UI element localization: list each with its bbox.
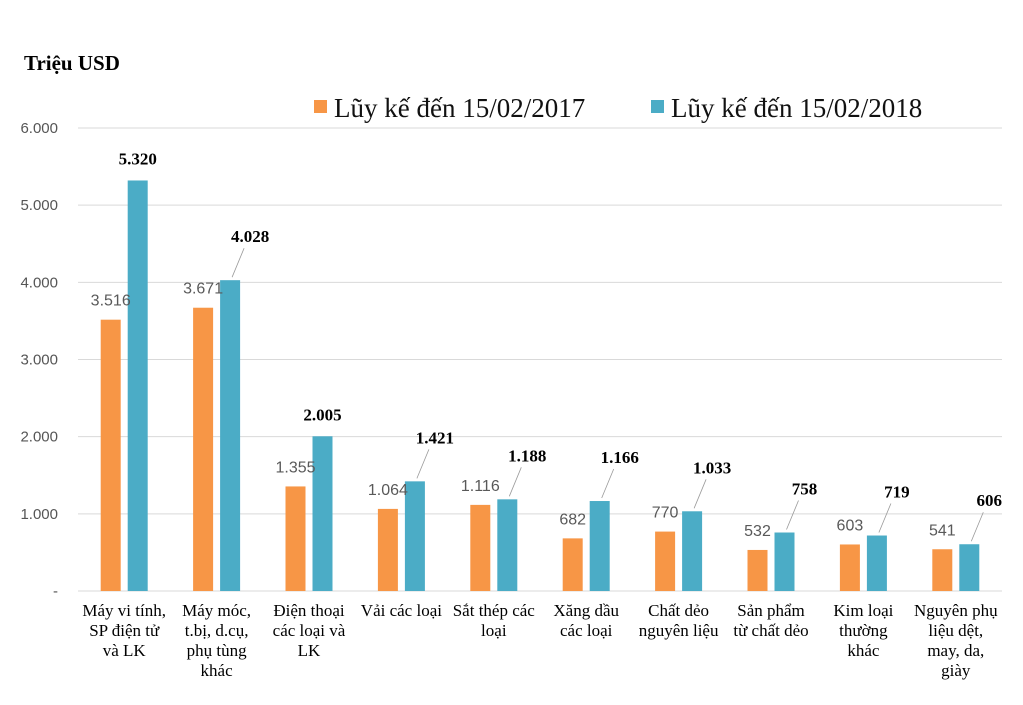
data-label-2017: 770 bbox=[652, 505, 679, 522]
bar-2018 bbox=[959, 544, 980, 591]
bar-2017 bbox=[747, 549, 768, 591]
data-label-2017: 532 bbox=[744, 523, 771, 540]
data-label-2017: 3.671 bbox=[183, 281, 223, 298]
data-labels: 3.516 5.320 3.671 4.028 1.355 2.005 1.064 1.421… bbox=[91, 149, 1003, 542]
category-label: liệu dệt, bbox=[928, 621, 983, 640]
bar-2017 bbox=[193, 307, 214, 591]
data-label-2018: 1.033 bbox=[693, 458, 731, 477]
y-tick-label: 6.000 bbox=[20, 120, 58, 137]
bar-2018 bbox=[866, 535, 887, 591]
category-label: các loại và bbox=[273, 621, 346, 640]
category-label: Điện thoại bbox=[273, 601, 345, 620]
data-label-2017: 1.116 bbox=[461, 478, 500, 495]
y-tick-label: 3.000 bbox=[20, 352, 58, 369]
bar-2018 bbox=[589, 501, 610, 591]
legend-swatch bbox=[314, 100, 327, 113]
category-label: và LK bbox=[103, 641, 147, 660]
bar-2018 bbox=[497, 499, 518, 591]
y-tick-label: 2.000 bbox=[20, 429, 58, 446]
bar-2018 bbox=[774, 532, 795, 591]
legend: Lũy kế đến 15/02/2017 Lũy kế đến 15/02/20… bbox=[314, 93, 922, 123]
legend-label: Lũy kế đến 15/02/2018 bbox=[671, 93, 922, 123]
bar-2017 bbox=[932, 549, 953, 591]
legend-label: Lũy kế đến 15/02/2017 bbox=[334, 93, 585, 123]
category-label: từ chất dẻo bbox=[733, 621, 808, 640]
y-axis: - 1.000 2.000 3.000 4.000 5.000 6.000 bbox=[20, 120, 58, 600]
data-label-2018: 2.005 bbox=[303, 405, 341, 424]
category-label: giày bbox=[941, 661, 971, 680]
bars bbox=[100, 180, 980, 591]
bar-2018 bbox=[682, 511, 703, 591]
data-label-2018: 1.421 bbox=[416, 428, 454, 447]
data-label-2017: 603 bbox=[837, 517, 864, 534]
category-label: Sắt thép các bbox=[453, 601, 536, 620]
category-label: Kim loại bbox=[833, 601, 893, 620]
legend-swatch bbox=[651, 100, 664, 113]
unit-label: Triệu USD bbox=[24, 51, 120, 75]
data-label-leader bbox=[416, 449, 430, 479]
category-label: SP điện tử bbox=[89, 621, 160, 640]
category-label: thường bbox=[839, 621, 888, 640]
data-label-leader bbox=[508, 467, 522, 497]
category-label: may, da, bbox=[927, 641, 984, 660]
category-label: các loại bbox=[560, 621, 613, 640]
gridlines bbox=[78, 127, 1002, 592]
category-label: nguyên liệu bbox=[639, 621, 719, 640]
data-label-leader bbox=[970, 512, 984, 542]
category-label: khác bbox=[847, 641, 880, 660]
bar-2017 bbox=[655, 531, 676, 591]
data-label-2018: 758 bbox=[792, 480, 818, 499]
data-label-leader bbox=[786, 500, 799, 530]
data-label-leader bbox=[601, 468, 615, 499]
category-label: khác bbox=[201, 661, 234, 680]
y-tick-label: 1.000 bbox=[20, 506, 58, 523]
data-label-2018: 1.188 bbox=[508, 446, 546, 465]
data-label-2018: 1.166 bbox=[601, 448, 639, 467]
category-label: loại bbox=[481, 621, 507, 640]
data-label-2017: 1.355 bbox=[275, 459, 315, 476]
bar-2017 bbox=[377, 508, 398, 591]
bar-2017 bbox=[839, 544, 860, 591]
bar-2018 bbox=[312, 436, 333, 591]
category-label: Xăng dầu bbox=[553, 601, 619, 620]
data-label-2017: 682 bbox=[559, 511, 586, 528]
data-label-2017: 1.064 bbox=[368, 482, 408, 499]
category-label: LK bbox=[298, 641, 321, 660]
bar-2017 bbox=[562, 538, 583, 591]
data-label-leader bbox=[878, 503, 892, 533]
category-label: Nguyên phụ bbox=[914, 601, 998, 620]
data-label-2018: 5.320 bbox=[119, 149, 157, 168]
data-label-2017: 3.516 bbox=[91, 293, 131, 310]
category-label: phụ tùng bbox=[187, 641, 247, 660]
category-label: Chất dẻo bbox=[648, 601, 709, 620]
bar-2018 bbox=[127, 180, 148, 591]
data-label-2018: 4.028 bbox=[231, 227, 269, 246]
data-label-2018: 719 bbox=[884, 483, 910, 502]
y-tick-label: 4.000 bbox=[20, 274, 58, 291]
y-tick-label: - bbox=[53, 583, 58, 600]
data-label-leader bbox=[693, 479, 707, 509]
bar-2017 bbox=[100, 319, 121, 591]
category-label: Máy vi tính, bbox=[82, 601, 166, 620]
data-label-leader bbox=[231, 248, 245, 278]
y-tick-label: 5.000 bbox=[20, 197, 58, 214]
category-label: Sản phẩm bbox=[737, 601, 805, 620]
bar-2017 bbox=[470, 504, 491, 591]
category-label: Vải các loại bbox=[361, 601, 442, 620]
bar-2018 bbox=[220, 280, 241, 591]
data-label-2017: 541 bbox=[929, 522, 956, 539]
category-label: Máy móc, bbox=[182, 601, 251, 620]
category-label: t.bị, d.cụ, bbox=[185, 621, 249, 640]
bar-2017 bbox=[285, 486, 306, 591]
data-label-2018: 606 bbox=[977, 491, 1003, 510]
bar-2018 bbox=[404, 481, 425, 591]
